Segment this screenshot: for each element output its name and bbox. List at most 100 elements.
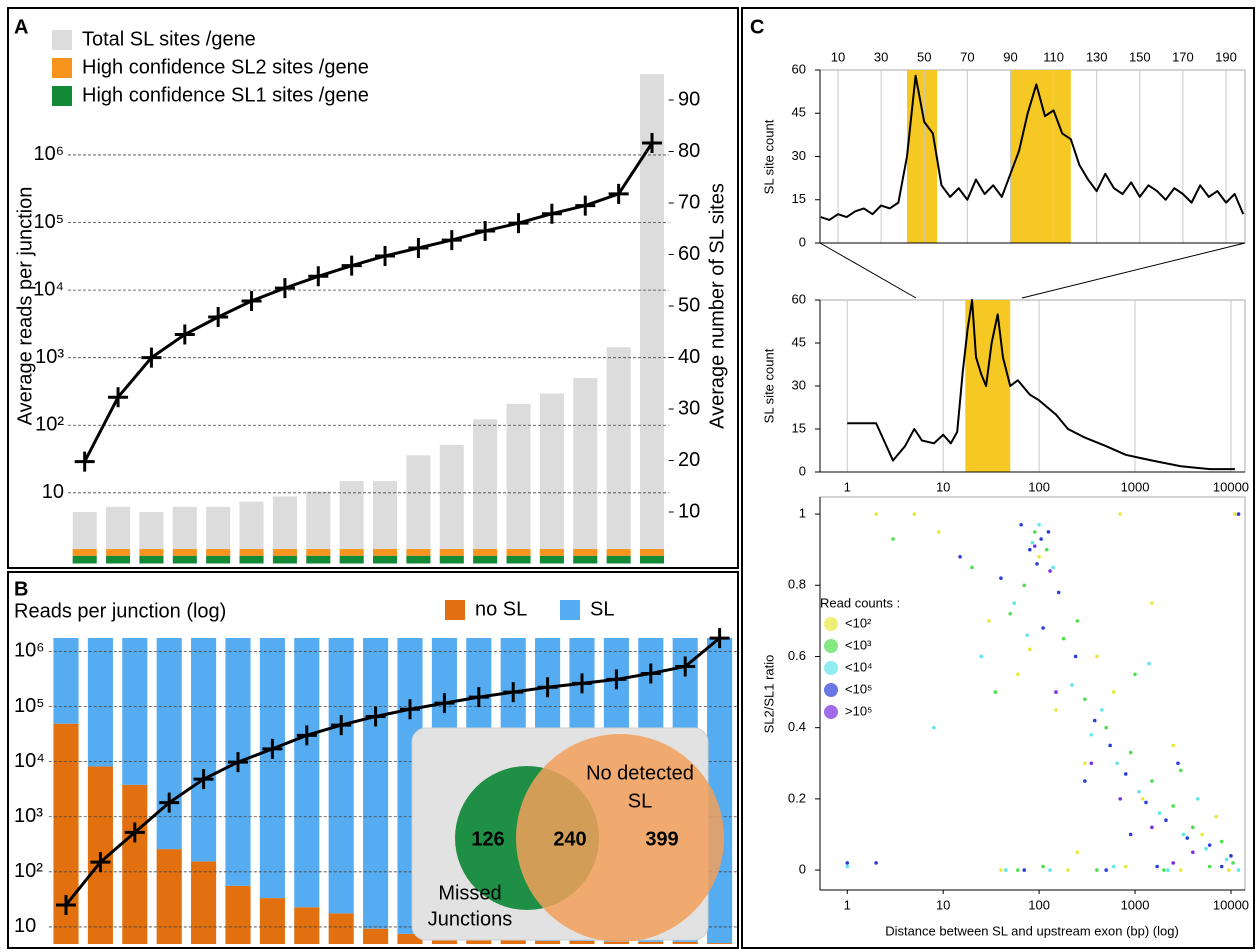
point-marker <box>241 290 262 311</box>
y2-tick-label: 20 <box>678 449 700 471</box>
point <box>936 530 941 534</box>
bar <box>191 638 217 862</box>
point <box>999 576 1003 580</box>
y2-tick-label: 70 <box>678 191 700 213</box>
point-marker <box>90 852 111 873</box>
point-marker <box>365 706 386 727</box>
point <box>1236 868 1241 872</box>
y-tick-label: 10⁶ <box>34 143 64 165</box>
point <box>891 537 895 541</box>
bar <box>172 555 197 564</box>
legend-label: <10² <box>845 615 872 630</box>
point-marker <box>608 183 629 204</box>
point <box>874 861 878 865</box>
point <box>1181 832 1186 837</box>
y2-tick-label: 90 <box>678 88 700 110</box>
point <box>1073 654 1078 659</box>
bar <box>259 638 285 899</box>
x-tick-label: 110 <box>1043 49 1064 64</box>
point-marker <box>606 669 627 690</box>
point-marker <box>408 237 429 258</box>
y2-axis-label: Average number of SL sites <box>706 183 728 429</box>
point-marker <box>675 656 696 677</box>
zoom-connector <box>819 242 917 299</box>
x-tick-label: 90 <box>1003 49 1017 64</box>
x-tick-label: 170 <box>1172 49 1194 64</box>
x-axis-label: Distance between SL and upstream exon (b… <box>885 923 1179 938</box>
legend-label: High confidence SL2 sites /gene <box>82 56 369 78</box>
bar <box>72 555 97 564</box>
legend-label: Total SL sites /gene <box>82 28 256 50</box>
y-tick-label: 10⁵ <box>33 211 64 233</box>
bar <box>53 638 79 724</box>
panel-c-frame <box>741 7 1255 949</box>
point <box>1051 565 1055 570</box>
point <box>1070 683 1074 687</box>
point <box>1233 512 1237 516</box>
point-marker <box>56 894 76 915</box>
point <box>970 565 974 570</box>
y-tick-label: 60 <box>792 291 806 306</box>
point-marker <box>174 324 195 345</box>
point <box>1150 601 1154 605</box>
x-tick-label: 10000 <box>1213 897 1249 912</box>
bar <box>406 455 431 564</box>
bar <box>339 555 364 564</box>
point <box>1123 864 1128 869</box>
point-marker <box>159 792 180 813</box>
point <box>1118 512 1122 516</box>
bar <box>191 861 217 944</box>
point <box>1150 779 1154 783</box>
bar <box>603 941 629 944</box>
point <box>1104 868 1108 872</box>
point-marker <box>640 663 661 684</box>
bar <box>573 378 598 564</box>
y-tick-label: 60 <box>792 61 806 76</box>
point-marker <box>508 213 529 234</box>
x-tick-label: 190 <box>1215 49 1237 64</box>
bar <box>339 549 364 556</box>
point <box>1083 761 1087 766</box>
bar <box>569 940 595 944</box>
bar <box>373 549 398 556</box>
point-marker <box>503 682 524 703</box>
point <box>1035 562 1039 566</box>
point <box>1025 633 1029 637</box>
point <box>1147 661 1151 666</box>
point <box>1115 761 1119 766</box>
y-tick-label: 0 <box>799 463 806 478</box>
y2-tick-label: 60 <box>678 243 700 265</box>
legend-swatch <box>52 30 72 50</box>
point-marker <box>262 738 283 759</box>
point <box>1171 861 1176 865</box>
line <box>847 299 1235 471</box>
bar <box>328 913 354 944</box>
point-marker <box>642 133 663 154</box>
highlight <box>906 70 938 243</box>
legend-swatch <box>52 86 72 106</box>
bar <box>106 555 131 564</box>
plot-frame <box>819 299 1246 473</box>
y-tick-label: 1 <box>799 506 806 521</box>
point <box>958 555 962 559</box>
legend-swatch <box>445 600 465 620</box>
point-marker <box>208 306 229 327</box>
point <box>1111 864 1116 869</box>
y-tick-label: 15 <box>792 191 806 206</box>
point <box>1162 868 1166 872</box>
bar <box>122 638 148 785</box>
highlight <box>965 300 1011 472</box>
bar <box>72 549 97 556</box>
point <box>1004 868 1008 872</box>
bar <box>606 549 631 556</box>
bar <box>707 943 733 944</box>
point <box>1012 601 1017 605</box>
point <box>1061 636 1066 641</box>
bar <box>363 928 389 944</box>
zoom-connector <box>1021 242 1246 299</box>
point <box>999 868 1003 872</box>
y-tick-label: 10 <box>42 481 64 503</box>
point <box>1128 750 1133 755</box>
point <box>1195 797 1200 801</box>
legend-label: High confidence SL1 sites /gene <box>82 84 369 106</box>
